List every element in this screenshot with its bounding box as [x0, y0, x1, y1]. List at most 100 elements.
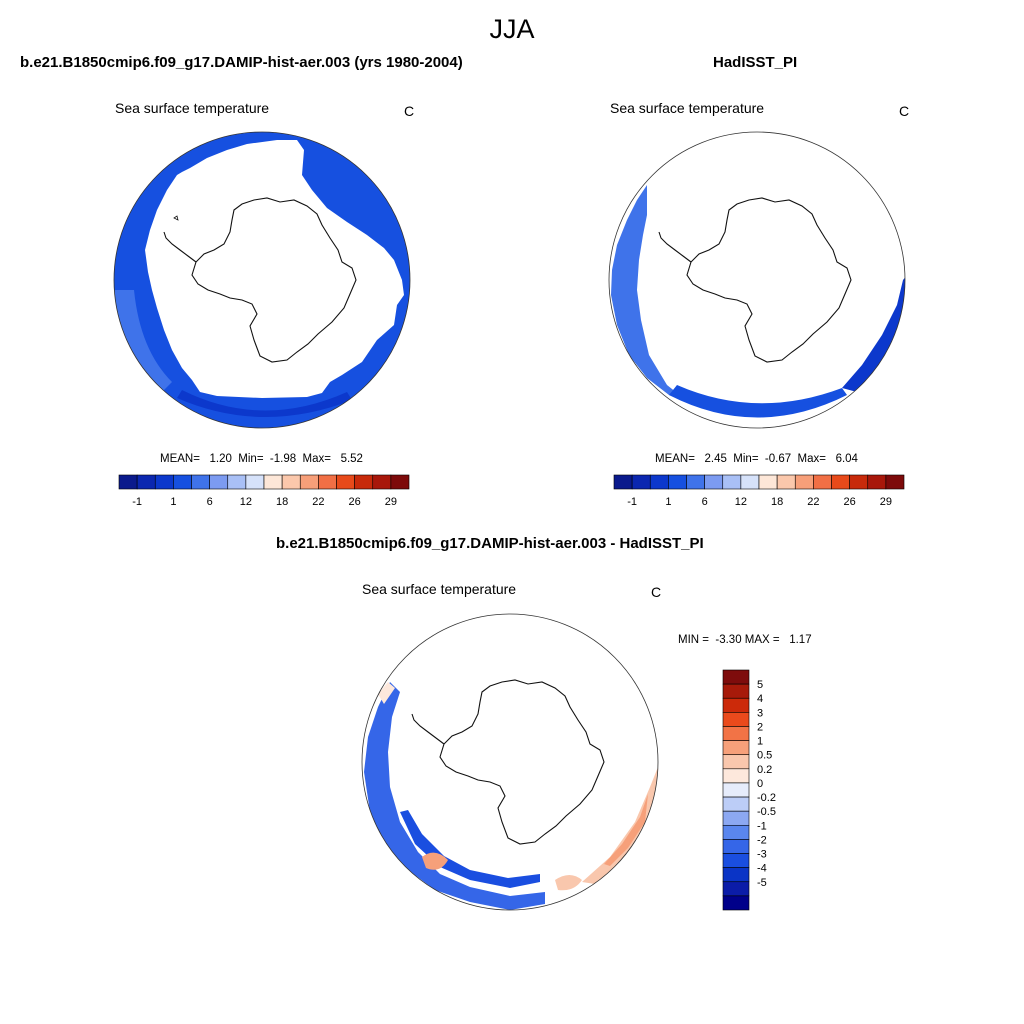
colorbar-tick-label: 26: [349, 496, 361, 508]
colorbar-tick-label: 26: [844, 496, 856, 508]
colorbar-tick-label: 6: [207, 496, 213, 508]
colorbar-swatch: [722, 824, 750, 840]
colorbar-swatch: [390, 474, 410, 490]
antarctica-coastline: [439, 679, 605, 845]
colorbar-swatch: [263, 474, 283, 490]
colorbar-tick-label: 12: [240, 496, 252, 508]
colorbar-tick-label: 18: [276, 496, 288, 508]
model-variable-label: Sea surface temperature: [115, 100, 270, 116]
colorbar-swatch: [722, 867, 750, 883]
positive-anomaly-spot-1: [422, 852, 448, 870]
colorbar-swatch: [686, 474, 705, 490]
colorbar-tick-label: 1: [757, 736, 763, 748]
colorbar-swatch: [722, 697, 750, 713]
colorbar-tick-label: 0.5: [757, 750, 772, 762]
model-units-label: C: [404, 103, 415, 119]
colorbar-swatch: [722, 683, 750, 699]
colorbar-swatch: [776, 474, 796, 490]
colorbar-tick-label: 0.2: [757, 764, 772, 776]
diff-units-label: C: [651, 584, 662, 600]
colorbar-tick-label: -1: [757, 820, 767, 832]
colorbar-swatch: [372, 474, 392, 490]
obs-sst-map: [608, 131, 906, 429]
colorbar-tick-label: -0.2: [757, 792, 776, 804]
colorbar-swatch: [885, 474, 905, 490]
diff-colorbar: 5 4 3 2 1 0.5 0.2 0 -0.2 -0.5 -1 -2 -3 -4 -5: [722, 669, 776, 911]
colorbar-swatch: [722, 881, 750, 897]
colorbar-swatch: [722, 839, 750, 854]
colorbar-tick-label: 1: [170, 496, 176, 508]
colorbar-swatch: [722, 853, 750, 868]
colorbar-swatch: [722, 712, 750, 727]
diff-stats: MIN = -3.30 MAX = 1.17: [678, 634, 812, 646]
diff-sst-map: [361, 613, 659, 911]
colorbar-swatch: [758, 474, 778, 490]
colorbar-swatch: [722, 810, 750, 826]
colorbar-tick-label: 29: [385, 496, 397, 508]
colorbar-tick-label: 1: [665, 496, 671, 508]
colorbar-tick-label: -0.5: [757, 806, 776, 818]
antarctica-coastline: [191, 197, 357, 363]
positive-anomaly-east-strong: [604, 794, 648, 866]
colorbar-swatch: [722, 782, 750, 798]
colorbar-swatch: [722, 754, 750, 770]
colorbar-tick-label: 0: [757, 778, 763, 790]
map-boundary: [608, 131, 906, 429]
obs-panel-title: HadISST_PI: [713, 54, 798, 71]
antarctica-coastline: [686, 197, 852, 363]
colorbar-swatch: [649, 474, 669, 490]
colorbar-swatch: [209, 474, 229, 490]
colorbar-swatch: [813, 474, 832, 490]
obs-units-label: C: [899, 103, 910, 119]
model-panel-title: b.e21.B1850cmip6.f09_g17.DAMIP-hist-aer.…: [20, 54, 463, 71]
figure-title: JJA: [489, 14, 535, 44]
obs-colorbar: -1 1 6 12 18 22 26 29: [613, 474, 905, 508]
colorbar-swatch: [849, 474, 869, 490]
colorbar-tick-label: 22: [807, 496, 819, 508]
diff-variable-label: Sea surface temperature: [362, 581, 517, 597]
colorbar-swatch: [722, 768, 750, 784]
positive-anomaly-spot-3: [378, 682, 395, 704]
colorbar-swatch: [722, 740, 750, 756]
colorbar-tick-label: 5: [757, 679, 763, 691]
colorbar-tick-label: 6: [702, 496, 708, 508]
colorbar-swatch: [722, 796, 750, 812]
colorbar-swatch: [631, 474, 651, 490]
colorbar-swatch: [704, 474, 724, 490]
colorbar-tick-label: -2: [757, 834, 767, 846]
colorbar-swatch: [354, 474, 374, 490]
colorbar-swatch: [118, 474, 138, 490]
ocean-lighter-band: [114, 290, 172, 392]
obs-variable-label: Sea surface temperature: [610, 100, 765, 116]
colorbar-swatch: [794, 474, 814, 490]
colorbar-tick-label: -5: [757, 877, 767, 889]
colorbar-tick-label: -1: [132, 496, 142, 508]
colorbar-swatch: [668, 474, 687, 490]
negative-anomaly-strong: [400, 810, 540, 888]
colorbar-swatch: [136, 474, 156, 490]
ocean-outer-dark-band: [177, 390, 352, 418]
colorbar-swatch: [299, 474, 319, 490]
colorbar-tick-label: 12: [735, 496, 747, 508]
colorbar-swatch: [613, 474, 633, 490]
model-sst-map: [113, 131, 411, 429]
map-boundary: [361, 613, 659, 911]
positive-anomaly-spot-2: [555, 875, 582, 891]
colorbar-swatch: [173, 474, 192, 490]
colorbar-swatch: [281, 474, 301, 490]
antarctic-peninsula: [411, 713, 445, 745]
colorbar-tick-label: -4: [757, 863, 767, 875]
colorbar-swatch: [831, 474, 850, 490]
negative-anomaly-west: [364, 682, 545, 910]
colorbar-tick-label: -3: [757, 849, 767, 861]
antarctic-peninsula: [658, 231, 692, 263]
colorbar-tick-label: 22: [312, 496, 324, 508]
colorbar-swatch: [154, 474, 174, 490]
colorbar-swatch: [227, 474, 247, 490]
colorbar-swatch: [722, 474, 742, 490]
colorbar-swatch: [722, 669, 750, 685]
ocean-east-band: [842, 275, 905, 392]
colorbar-swatch: [245, 474, 265, 490]
colorbar-swatch: [867, 474, 887, 490]
model-stats: MEAN= 1.20 Min= -1.98 Max= 5.52: [160, 453, 363, 465]
